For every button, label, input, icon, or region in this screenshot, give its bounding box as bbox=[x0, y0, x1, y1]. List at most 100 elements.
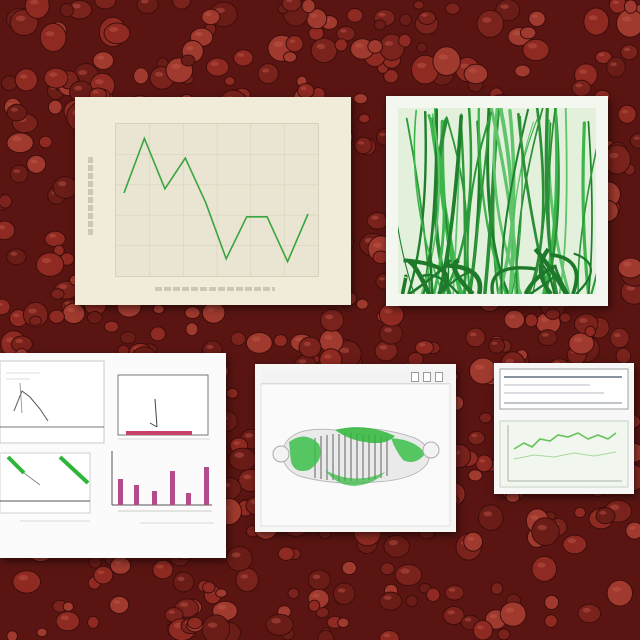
pebble-highlight bbox=[378, 12, 386, 17]
plant-leaf bbox=[538, 247, 553, 294]
pebble-highlight bbox=[447, 610, 455, 615]
panel-bar-chart bbox=[111, 451, 212, 512]
pebble bbox=[277, 546, 295, 562]
pebble bbox=[283, 51, 297, 63]
plant-leaf bbox=[400, 274, 408, 294]
chart-plot-area bbox=[115, 123, 319, 277]
pebble bbox=[224, 76, 236, 86]
pebble-highlight bbox=[113, 600, 121, 604]
pebble bbox=[623, 0, 638, 14]
pebble bbox=[39, 22, 67, 53]
pebble bbox=[225, 387, 239, 399]
pebble bbox=[594, 50, 613, 65]
pebble-highlight bbox=[624, 47, 631, 52]
pebble-highlight bbox=[59, 284, 68, 290]
pebble-highlight bbox=[0, 225, 6, 230]
pebble-highlight bbox=[262, 68, 270, 73]
pebble-highlight bbox=[508, 314, 516, 319]
pebble-highlight bbox=[536, 562, 546, 568]
pebble bbox=[152, 304, 165, 315]
pebble-highlight bbox=[168, 610, 175, 614]
pebble-highlight bbox=[469, 332, 477, 337]
pebble bbox=[103, 22, 131, 45]
pebble bbox=[187, 616, 203, 630]
pebble-highlight bbox=[532, 14, 538, 18]
pebble bbox=[373, 19, 387, 31]
pebble-highlight bbox=[41, 257, 52, 264]
window-button[interactable] bbox=[435, 372, 443, 382]
pebble-highlight bbox=[207, 622, 218, 628]
pebble-highlight bbox=[13, 169, 20, 173]
pebble-highlight bbox=[60, 615, 69, 620]
plant-stem bbox=[547, 119, 571, 294]
pebble-highlight bbox=[337, 588, 346, 593]
pebble bbox=[503, 309, 526, 330]
pebble bbox=[62, 601, 75, 612]
pebble-highlight bbox=[460, 63, 469, 69]
pebble bbox=[9, 164, 29, 184]
multi-panel-figure-card bbox=[0, 353, 226, 558]
pebble-highlight bbox=[483, 511, 493, 517]
panel-spike-plot bbox=[117, 374, 210, 440]
plant-stem bbox=[558, 108, 568, 294]
pebble-highlight bbox=[575, 83, 583, 88]
pebble-highlight bbox=[567, 538, 576, 544]
pebble bbox=[201, 301, 226, 324]
pebble bbox=[0, 75, 18, 91]
pebble-highlight bbox=[154, 71, 164, 77]
pebble-highlight bbox=[289, 39, 296, 43]
pebble-highlight bbox=[67, 307, 75, 313]
pebble bbox=[184, 306, 201, 320]
pebble bbox=[301, 0, 316, 14]
pebble bbox=[432, 46, 461, 77]
pebble bbox=[35, 252, 65, 277]
pebble bbox=[55, 611, 81, 632]
pebble-highlight bbox=[489, 614, 497, 619]
pebble-highlight bbox=[612, 0, 619, 5]
pebble-highlight bbox=[92, 90, 99, 94]
pebble-highlight bbox=[251, 336, 261, 342]
pebble bbox=[94, 0, 117, 10]
pebble bbox=[87, 615, 100, 629]
pebble-highlight bbox=[312, 593, 320, 598]
pebble bbox=[136, 0, 159, 14]
plant-leaf bbox=[490, 266, 537, 294]
pebble bbox=[202, 581, 216, 594]
green-stems-image bbox=[398, 108, 596, 294]
pebble-highlight bbox=[416, 62, 427, 69]
pebble-highlight bbox=[244, 433, 254, 438]
pebble-highlight bbox=[528, 43, 538, 49]
pebble bbox=[257, 63, 279, 85]
window-button[interactable] bbox=[423, 372, 431, 382]
pebble bbox=[228, 447, 257, 471]
pebble-highlight bbox=[626, 285, 636, 291]
pebble bbox=[48, 309, 65, 324]
pebble-highlight bbox=[57, 181, 67, 187]
pebble bbox=[149, 326, 166, 342]
pebble-highlight bbox=[541, 333, 549, 337]
pebble-highlight bbox=[633, 136, 640, 140]
pebble-highlight bbox=[629, 526, 636, 530]
pebble bbox=[617, 104, 637, 124]
plant-leaf bbox=[429, 252, 434, 294]
pebble-highlight bbox=[30, 0, 39, 5]
pebble-highlight bbox=[95, 79, 104, 85]
pebble-highlight bbox=[97, 55, 105, 60]
pebble bbox=[24, 0, 50, 19]
pebble-highlight bbox=[464, 617, 472, 622]
pebble bbox=[307, 569, 331, 591]
pebble-highlight bbox=[273, 41, 284, 47]
pebble-highlight bbox=[13, 313, 20, 318]
pebble-highlight bbox=[383, 595, 392, 600]
pebble bbox=[172, 0, 192, 10]
pebble bbox=[225, 546, 253, 572]
plant-stem bbox=[511, 115, 523, 294]
plant-leaf bbox=[403, 258, 449, 294]
pebble bbox=[5, 248, 27, 266]
pebble bbox=[463, 531, 484, 552]
window-button[interactable] bbox=[411, 372, 419, 382]
pebble bbox=[595, 507, 616, 525]
pebble bbox=[28, 315, 42, 326]
plant-stem bbox=[441, 108, 473, 294]
pebble-highlight bbox=[339, 347, 350, 353]
